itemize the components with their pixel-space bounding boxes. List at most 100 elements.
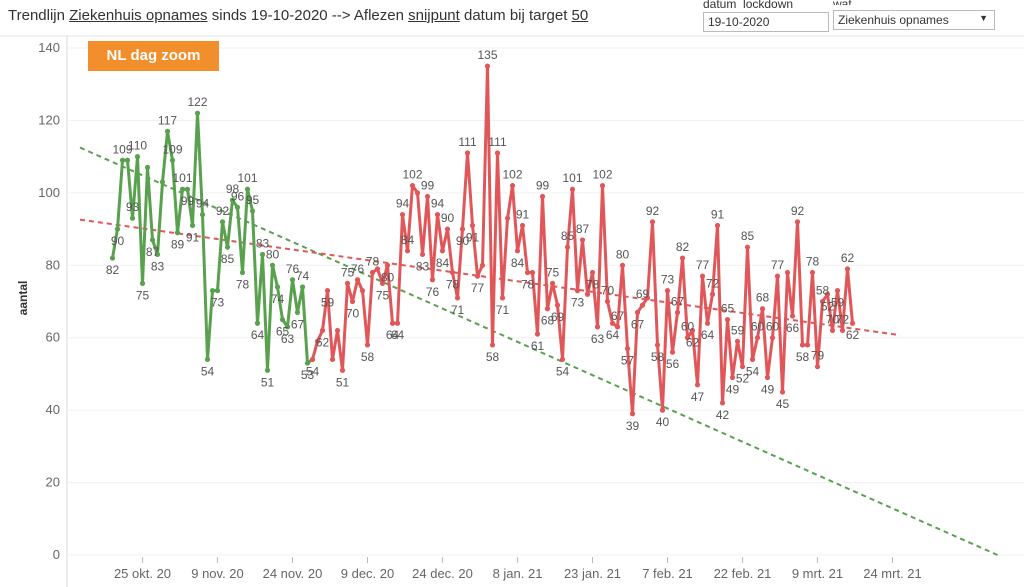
data-point: [389, 320, 396, 326]
data-label: 52: [736, 372, 750, 386]
data-point: [174, 230, 181, 236]
data-point: [314, 338, 321, 344]
data-point: [634, 309, 641, 315]
data-label: 111: [458, 135, 477, 149]
data-label: 82: [676, 240, 690, 254]
data-point: [724, 317, 731, 323]
data-point: [504, 215, 511, 221]
data-point: [834, 288, 841, 294]
data-label: 75: [376, 288, 390, 302]
data-point: [324, 288, 331, 294]
data-point: [719, 400, 726, 406]
data-label: 72: [706, 276, 720, 290]
data-label: 111: [488, 135, 507, 149]
data-label: 78: [236, 278, 250, 292]
data-label: 135: [477, 48, 497, 62]
data-label: 49: [726, 383, 740, 397]
data-label: 71: [451, 303, 465, 317]
data-label: 78: [806, 255, 820, 269]
x-tick-label: 7 feb. 21: [642, 566, 693, 581]
data-label: 63: [591, 332, 605, 346]
data-label: 94: [196, 197, 210, 211]
data-label: 80: [616, 247, 630, 261]
data-label: 42: [716, 408, 730, 422]
data-label: 122: [187, 95, 207, 109]
data-point: [339, 367, 346, 373]
nl-dag-zoom-button[interactable]: NL dag zoom: [88, 41, 219, 71]
data-point: [579, 237, 586, 243]
point-labels: 8290109931107587831171098910199911229454…: [106, 48, 860, 433]
data-label: 98: [226, 182, 240, 196]
data-label: 58: [486, 350, 500, 364]
data-label: 47: [691, 390, 705, 404]
data-label: 76: [351, 262, 365, 276]
data-label: 60: [766, 320, 780, 334]
title-metric-link[interactable]: Ziekenhuis opnames: [69, 7, 208, 24]
data-point: [544, 306, 551, 312]
data-point: [364, 342, 371, 348]
title-snijpunt-link[interactable]: snijpunt: [408, 7, 460, 24]
data-point: [374, 266, 381, 272]
x-tick-label: 24 nov. 20: [263, 566, 323, 581]
data-point: [344, 280, 351, 286]
data-label: 58: [361, 350, 375, 364]
wat-dropdown[interactable]: Ziekenhuis opnames ▼: [833, 10, 995, 30]
data-label: 79: [811, 349, 825, 363]
data-label: 82: [106, 263, 120, 277]
data-point: [774, 273, 781, 279]
data-point: [334, 327, 341, 334]
y-tick-label: 0: [53, 547, 60, 562]
data-label: 60: [751, 320, 765, 334]
data-label: 101: [237, 171, 257, 185]
data-point: [379, 280, 386, 286]
data-point: [114, 226, 121, 232]
data-point: [619, 262, 626, 268]
y-tick-label: 120: [38, 112, 60, 127]
data-point: [814, 364, 821, 370]
data-point: [469, 222, 476, 229]
data-label: 56: [666, 357, 680, 371]
data-label: 102: [402, 168, 422, 182]
data-point: [499, 295, 506, 301]
y-tick-label: 80: [46, 257, 60, 272]
data-label: 91: [186, 230, 200, 244]
data-point: [274, 284, 281, 290]
data-label: 92: [216, 204, 230, 218]
data-point: [534, 331, 541, 337]
data-point: [489, 342, 496, 348]
data-point: [519, 222, 526, 229]
page-title: Trendlijn Ziekenhuis opnames sinds 19-10…: [8, 7, 588, 24]
data-label: 78: [446, 278, 460, 292]
title-part: datum bij target: [459, 7, 572, 24]
data-point: [514, 248, 521, 254]
data-point: [299, 284, 306, 290]
datum-lockdown-input[interactable]: [703, 12, 829, 32]
title-target-link[interactable]: 50: [571, 7, 589, 24]
x-tick-label: 9 mrt. 21: [792, 566, 843, 581]
data-point: [284, 324, 291, 330]
y-tick-label: 60: [46, 330, 60, 345]
data-label: 62: [316, 335, 330, 349]
data-label: 96: [231, 189, 245, 203]
data-point: [844, 266, 851, 272]
data-point: [644, 295, 651, 301]
x-tick-label: 25 okt. 20: [114, 566, 171, 581]
data-label: 74: [271, 292, 285, 306]
data-label: 77: [471, 281, 485, 295]
data-label: 102: [592, 168, 612, 182]
data-point: [779, 389, 786, 395]
data-point: [509, 183, 516, 189]
data-point: [199, 211, 206, 218]
chevron-down-icon: ▼: [979, 13, 988, 23]
data-label: 63: [281, 332, 295, 346]
data-label: 110: [128, 139, 147, 153]
data-label: 87: [576, 222, 590, 236]
data-point: [524, 269, 531, 276]
data-point: [574, 288, 581, 294]
data-point: [829, 327, 836, 334]
title-part: Trendlijn: [8, 7, 70, 24]
data-label: 99: [181, 194, 195, 208]
data-point: [624, 345, 631, 352]
data-label: 66: [786, 321, 800, 335]
